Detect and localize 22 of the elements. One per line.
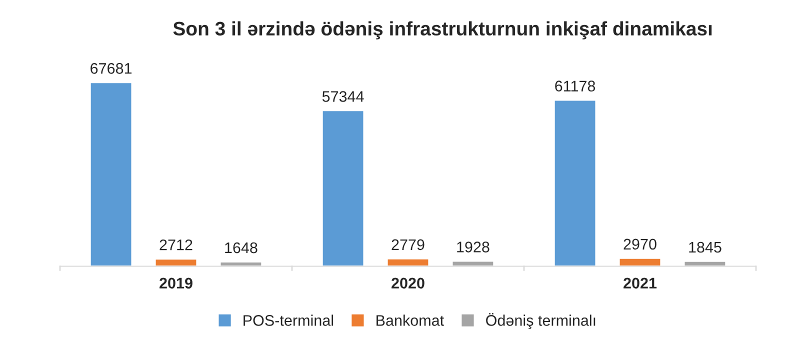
chart-title: Son 3 il ərzində ödəniş infrastrukturnun inkişaf dinamikası bbox=[173, 21, 712, 40]
bar bbox=[386, 258, 430, 266]
bar bbox=[618, 257, 662, 266]
data-label: 2970 bbox=[624, 238, 656, 250]
x-tick-label: 2019 bbox=[160, 278, 192, 289]
data-label: 1928 bbox=[457, 242, 490, 252]
legend-label: POS-terminal bbox=[244, 314, 334, 326]
data-label: 57344 bbox=[322, 91, 364, 102]
x-tick-label: 2020 bbox=[392, 278, 424, 289]
legend-label: Ödəniş terminalı bbox=[486, 312, 596, 329]
data-label: 1648 bbox=[225, 242, 258, 254]
bar bbox=[321, 110, 365, 266]
data-label: 2779 bbox=[392, 239, 424, 250]
data-label: 2712 bbox=[160, 239, 192, 250]
bar bbox=[154, 258, 198, 266]
x-tick-label: 2021 bbox=[624, 278, 657, 289]
data-label: 67681 bbox=[90, 63, 132, 74]
data-label: 61178 bbox=[555, 80, 596, 92]
data-label: 1845 bbox=[689, 242, 722, 253]
legend-label: Bankomat bbox=[376, 314, 444, 326]
bar bbox=[89, 82, 133, 266]
bar bbox=[553, 99, 597, 266]
